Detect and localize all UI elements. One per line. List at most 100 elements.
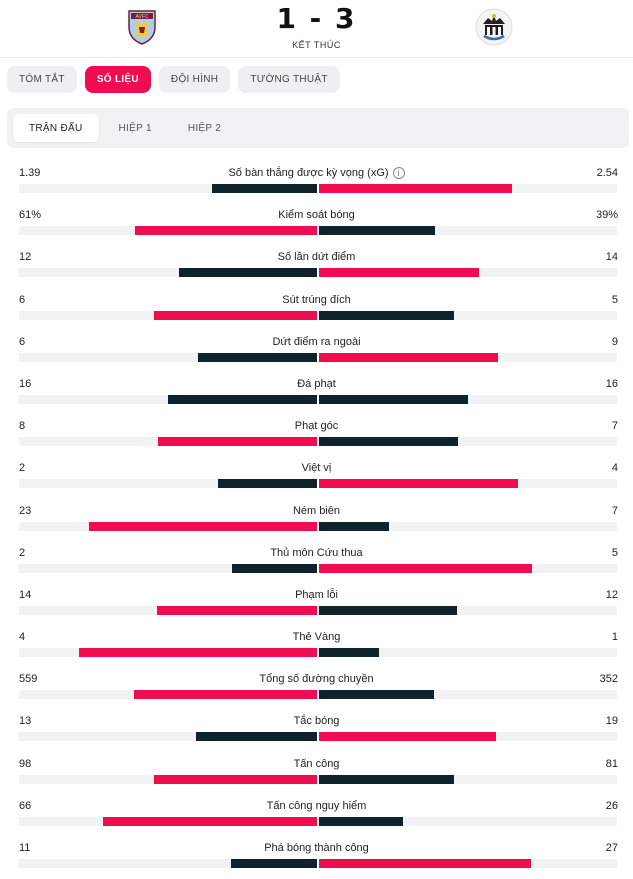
away-stat-track (319, 732, 617, 742)
main-tabs: TÓM TẮT SỐ LIỆU ĐỘI HÌNH TƯỜNG THUẬT (7, 66, 340, 93)
tab-second-half[interactable]: HIỆP 2 (187, 122, 222, 134)
away-stat-track (319, 479, 617, 489)
home-stat-track (19, 268, 317, 278)
away-stat-value: 12 (605, 588, 618, 601)
away-stat-value: 26 (605, 799, 618, 812)
match-score: 1 - 3 (276, 2, 357, 35)
home-stat-value: 12 (19, 251, 32, 264)
stat-label: Phạm lỗi (0, 589, 633, 601)
stat-row: 61% Kiểm soát bóng 39% (0, 206, 633, 248)
away-stat-bar (319, 605, 457, 615)
home-stat-bar (156, 605, 317, 615)
tab-first-half[interactable]: HIỆP 1 (118, 122, 152, 134)
stat-label: Đá phạt (0, 378, 633, 390)
away-stat-bar (319, 521, 389, 531)
home-stat-track (19, 226, 317, 236)
stat-row: 6 Dứt điểm ra ngoài 9 (0, 333, 633, 375)
stat-label: Kiểm soát bóng (0, 209, 633, 221)
tab-stats[interactable]: SỐ LIỆU (84, 66, 151, 93)
stat-label: Thủ môn Cứu thua (0, 547, 633, 559)
stat-row: 4 Thẻ Vàng 1 (0, 628, 633, 670)
away-stat-bar (319, 859, 531, 868)
away-stat-bar (319, 437, 459, 447)
away-stat-bar (319, 479, 518, 489)
home-stat-track (19, 352, 317, 362)
tab-commentary[interactable]: TƯỜNG THUẬT (238, 66, 340, 93)
away-stat-bar (319, 563, 532, 573)
away-stat-track (319, 690, 617, 700)
home-stat-value: 23 (19, 504, 32, 517)
home-stat-track (19, 732, 317, 742)
away-team-crest[interactable] (475, 8, 513, 46)
away-stat-value: 352 (599, 673, 618, 686)
stat-label: Tấn công nguy hiểm (0, 800, 633, 812)
home-stat-value: 13 (19, 715, 32, 728)
home-stat-track (19, 437, 317, 447)
home-stat-value: 6 (19, 293, 26, 306)
stat-row: 1.39 Số bàn thắng được kỳ vọng (xG) i 2.54 (0, 164, 633, 206)
away-stat-bar (319, 690, 435, 700)
stat-label-text: Số bàn thắng được kỳ vọng (xG) (228, 167, 389, 179)
away-stat-value: 5 (611, 293, 618, 306)
home-stat-bar (168, 394, 317, 404)
home-stat-bar (231, 563, 317, 573)
info-icon[interactable]: i (392, 167, 405, 179)
away-stat-value: 27 (605, 842, 618, 854)
away-stat-track (319, 310, 617, 320)
away-stat-track (319, 563, 617, 573)
home-stat-value: 11 (19, 842, 31, 854)
home-stat-track (19, 310, 317, 320)
home-stat-bar (230, 859, 317, 868)
stat-label: Phá bóng thành công (0, 842, 633, 854)
away-stat-track (319, 394, 617, 404)
stat-label-text: Việt vị (301, 462, 332, 475)
match-status: KẾT THÚC (292, 40, 341, 50)
home-stat-track (19, 563, 317, 573)
stats-list: 1.39 Số bàn thắng được kỳ vọng (xG) i 2.54 6… (0, 164, 633, 879)
home-stat-value: 8 (19, 420, 26, 433)
home-stat-value: 1.39 (19, 167, 41, 179)
stat-label-text: Phá bóng thành công (264, 842, 369, 854)
stat-label-text: Sút trúng đích (282, 293, 351, 306)
home-stat-bar (217, 479, 317, 489)
away-stat-bar (319, 310, 455, 320)
home-stat-track (19, 859, 317, 868)
home-stat-track (19, 816, 317, 826)
tab-summary[interactable]: TÓM TẮT (7, 66, 77, 93)
away-stat-bar (319, 816, 404, 826)
away-stat-value: 5 (611, 546, 618, 559)
stat-row: 98 Tấn công 81 (0, 755, 633, 797)
aston-villa-crest-icon: AVFC (128, 10, 156, 45)
away-stat-value: 7 (611, 420, 618, 433)
home-stat-value: 98 (19, 757, 32, 770)
home-team-crest[interactable]: AVFC (123, 8, 161, 46)
home-stat-track (19, 605, 317, 615)
home-stat-track (19, 479, 317, 489)
away-stat-bar (319, 226, 436, 236)
away-stat-bar (319, 648, 379, 658)
tab-lineups[interactable]: ĐỘI HÌNH (158, 66, 231, 93)
away-stat-track (319, 774, 617, 784)
stat-row: 8 Phạt góc 7 (0, 417, 633, 459)
home-stat-bar (135, 226, 317, 236)
away-stat-track (319, 268, 617, 278)
stat-label: Số lần dứt điểm (0, 251, 633, 263)
home-stat-value: 16 (19, 377, 32, 390)
away-stat-value: 14 (605, 251, 618, 264)
home-stat-track (19, 184, 317, 193)
stat-row: 14 Phạm lỗi 12 (0, 586, 633, 628)
away-stat-track (319, 352, 617, 362)
home-stat-bar (78, 648, 317, 658)
stat-row: 2 Thủ môn Cứu thua 5 (0, 544, 633, 586)
stat-label: Tấn công (0, 758, 633, 770)
away-stat-track (319, 184, 617, 193)
tab-full-match[interactable]: TRẬN ĐẤU (13, 114, 99, 142)
home-stat-bar (195, 732, 317, 742)
away-stat-bar (319, 774, 454, 784)
away-stat-value: 1 (611, 631, 618, 644)
away-stat-track (319, 521, 617, 531)
away-stat-value: 16 (605, 377, 618, 390)
stat-label: Dứt điểm ra ngoài (0, 336, 633, 348)
stat-label-text: Tắc bóng (293, 715, 340, 728)
away-stat-track (319, 816, 617, 826)
